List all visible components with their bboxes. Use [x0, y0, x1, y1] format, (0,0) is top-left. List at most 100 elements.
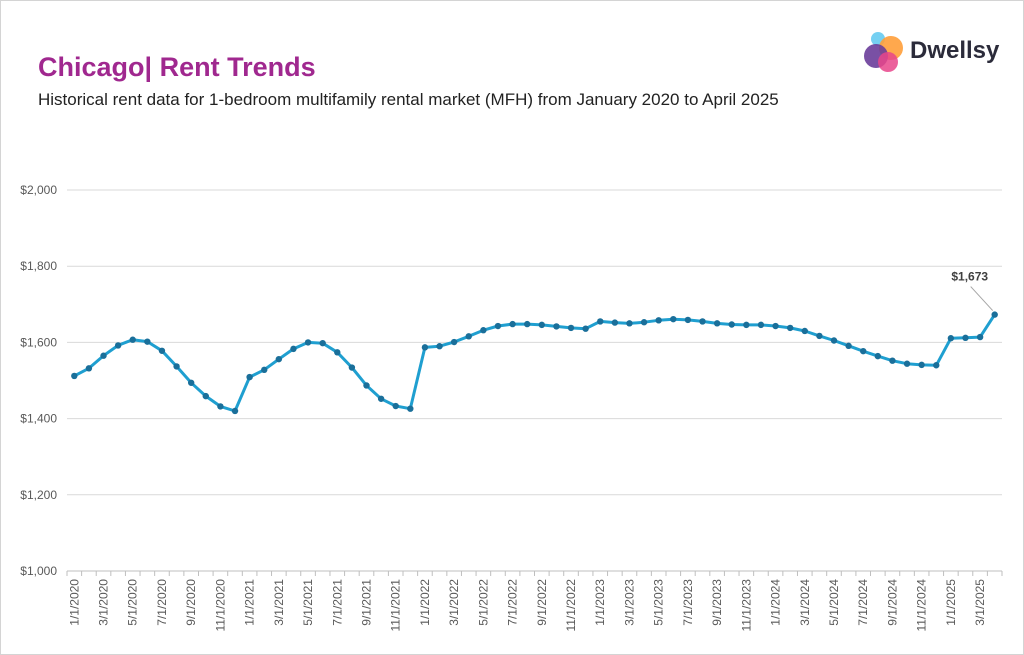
data-point [553, 323, 560, 330]
y-tick-label: $1,000 [20, 564, 57, 578]
x-tick-label: 7/1/2020 [155, 579, 169, 626]
data-point [713, 320, 721, 327]
x-tick-label: 3/1/2023 [622, 579, 636, 626]
x-tick-label: 9/1/2022 [535, 579, 549, 626]
data-point [436, 343, 443, 350]
data-point [830, 337, 838, 344]
data-point [100, 352, 107, 359]
data-point [772, 322, 779, 330]
chart-title: Chicago| Rent Trends [38, 52, 316, 82]
data-point [801, 327, 808, 335]
data-point [991, 311, 998, 318]
x-tick-label: 7/1/2024 [856, 579, 870, 626]
data-point [655, 317, 662, 324]
data-point [129, 336, 136, 343]
data-point [114, 342, 122, 349]
data-point [947, 335, 955, 342]
x-tick-label: 9/1/2020 [184, 579, 198, 626]
x-tick-label: 3/1/2025 [973, 579, 987, 626]
x-tick-label: 3/1/2022 [447, 579, 461, 626]
data-point [786, 324, 794, 332]
x-tick-label: 1/1/2023 [593, 579, 607, 626]
data-point [523, 320, 531, 328]
x-tick-label: 1/1/2020 [67, 579, 81, 626]
data-point [976, 333, 984, 341]
data-point [158, 347, 166, 354]
data-point [363, 382, 370, 389]
x-tick-label: 1/1/2025 [944, 579, 958, 626]
x-tick-label: 3/1/2021 [272, 579, 286, 626]
data-point [509, 320, 516, 328]
data-point [845, 342, 852, 350]
y-tick-label: $1,400 [20, 412, 57, 426]
data-point [480, 327, 487, 334]
data-point [494, 322, 502, 330]
data-point [597, 318, 604, 325]
data-point [348, 364, 356, 371]
x-tick-label: 9/1/2024 [885, 579, 899, 626]
data-point [290, 345, 297, 353]
x-tick-label: 9/1/2021 [359, 579, 373, 626]
data-point [71, 372, 78, 380]
chart-subtitle: Historical rent data for 1-bedroom multi… [38, 90, 779, 109]
x-tick-label: 3/1/2020 [97, 579, 111, 626]
series-line [73, 313, 996, 413]
data-point [231, 407, 239, 415]
x-tick-label: 1/1/2021 [243, 579, 257, 626]
data-point [699, 318, 706, 325]
data-point [816, 332, 823, 340]
data-point [202, 392, 209, 400]
data-point [246, 373, 253, 381]
data-point [903, 360, 911, 367]
x-tick-label: 3/1/2024 [798, 579, 812, 626]
x-tick-label: 1/1/2024 [769, 579, 783, 626]
x-tick-label: 1/1/2022 [418, 579, 432, 626]
data-point [173, 363, 180, 370]
data-point [757, 321, 765, 329]
dwellsy-logo-icon [864, 32, 903, 72]
x-tick-label: 5/1/2024 [827, 579, 841, 626]
data-point [684, 316, 692, 324]
data-point [304, 339, 312, 346]
x-tick-label: 7/1/2022 [506, 579, 520, 626]
data-point [962, 334, 969, 342]
x-tick-label: 5/1/2022 [476, 579, 490, 626]
data-point [377, 395, 385, 402]
y-tick-label: $1,800 [20, 259, 57, 273]
data-point [85, 365, 93, 372]
data-point [421, 344, 429, 351]
data-label-last: $1,673 [951, 270, 988, 284]
x-tick-label: 5/1/2020 [126, 579, 140, 626]
data-point [582, 325, 589, 332]
x-tick-label: 9/1/2023 [710, 579, 724, 626]
data-point [933, 362, 940, 369]
y-tick-label: $2,000 [20, 183, 57, 197]
data-point [450, 338, 458, 346]
data-point [728, 321, 735, 328]
data-point [275, 355, 283, 363]
data-point [261, 366, 268, 374]
dwellsy-logo-text: Dwellsy [910, 37, 1000, 64]
x-tick-label: 11/1/2020 [213, 579, 227, 632]
data-point [918, 361, 925, 369]
data-point [334, 349, 341, 356]
data-point [144, 338, 151, 345]
data-point [538, 321, 546, 329]
data-point [889, 357, 896, 364]
y-tick-label: $1,600 [20, 335, 57, 349]
x-tick-label: 11/1/2022 [564, 579, 578, 632]
data-point [670, 315, 677, 323]
data-point [187, 379, 195, 386]
data-point [217, 403, 224, 410]
data-point [860, 347, 867, 355]
x-tick-label: 5/1/2021 [301, 579, 315, 626]
data-point [611, 319, 619, 326]
data-point [392, 402, 399, 410]
annotation-leader [970, 286, 994, 311]
x-tick-label: 7/1/2023 [681, 579, 695, 626]
data-point [319, 339, 326, 347]
dwellsy-logo: Dwellsy [860, 28, 1010, 78]
data-point [465, 333, 472, 340]
data-point [874, 352, 882, 360]
